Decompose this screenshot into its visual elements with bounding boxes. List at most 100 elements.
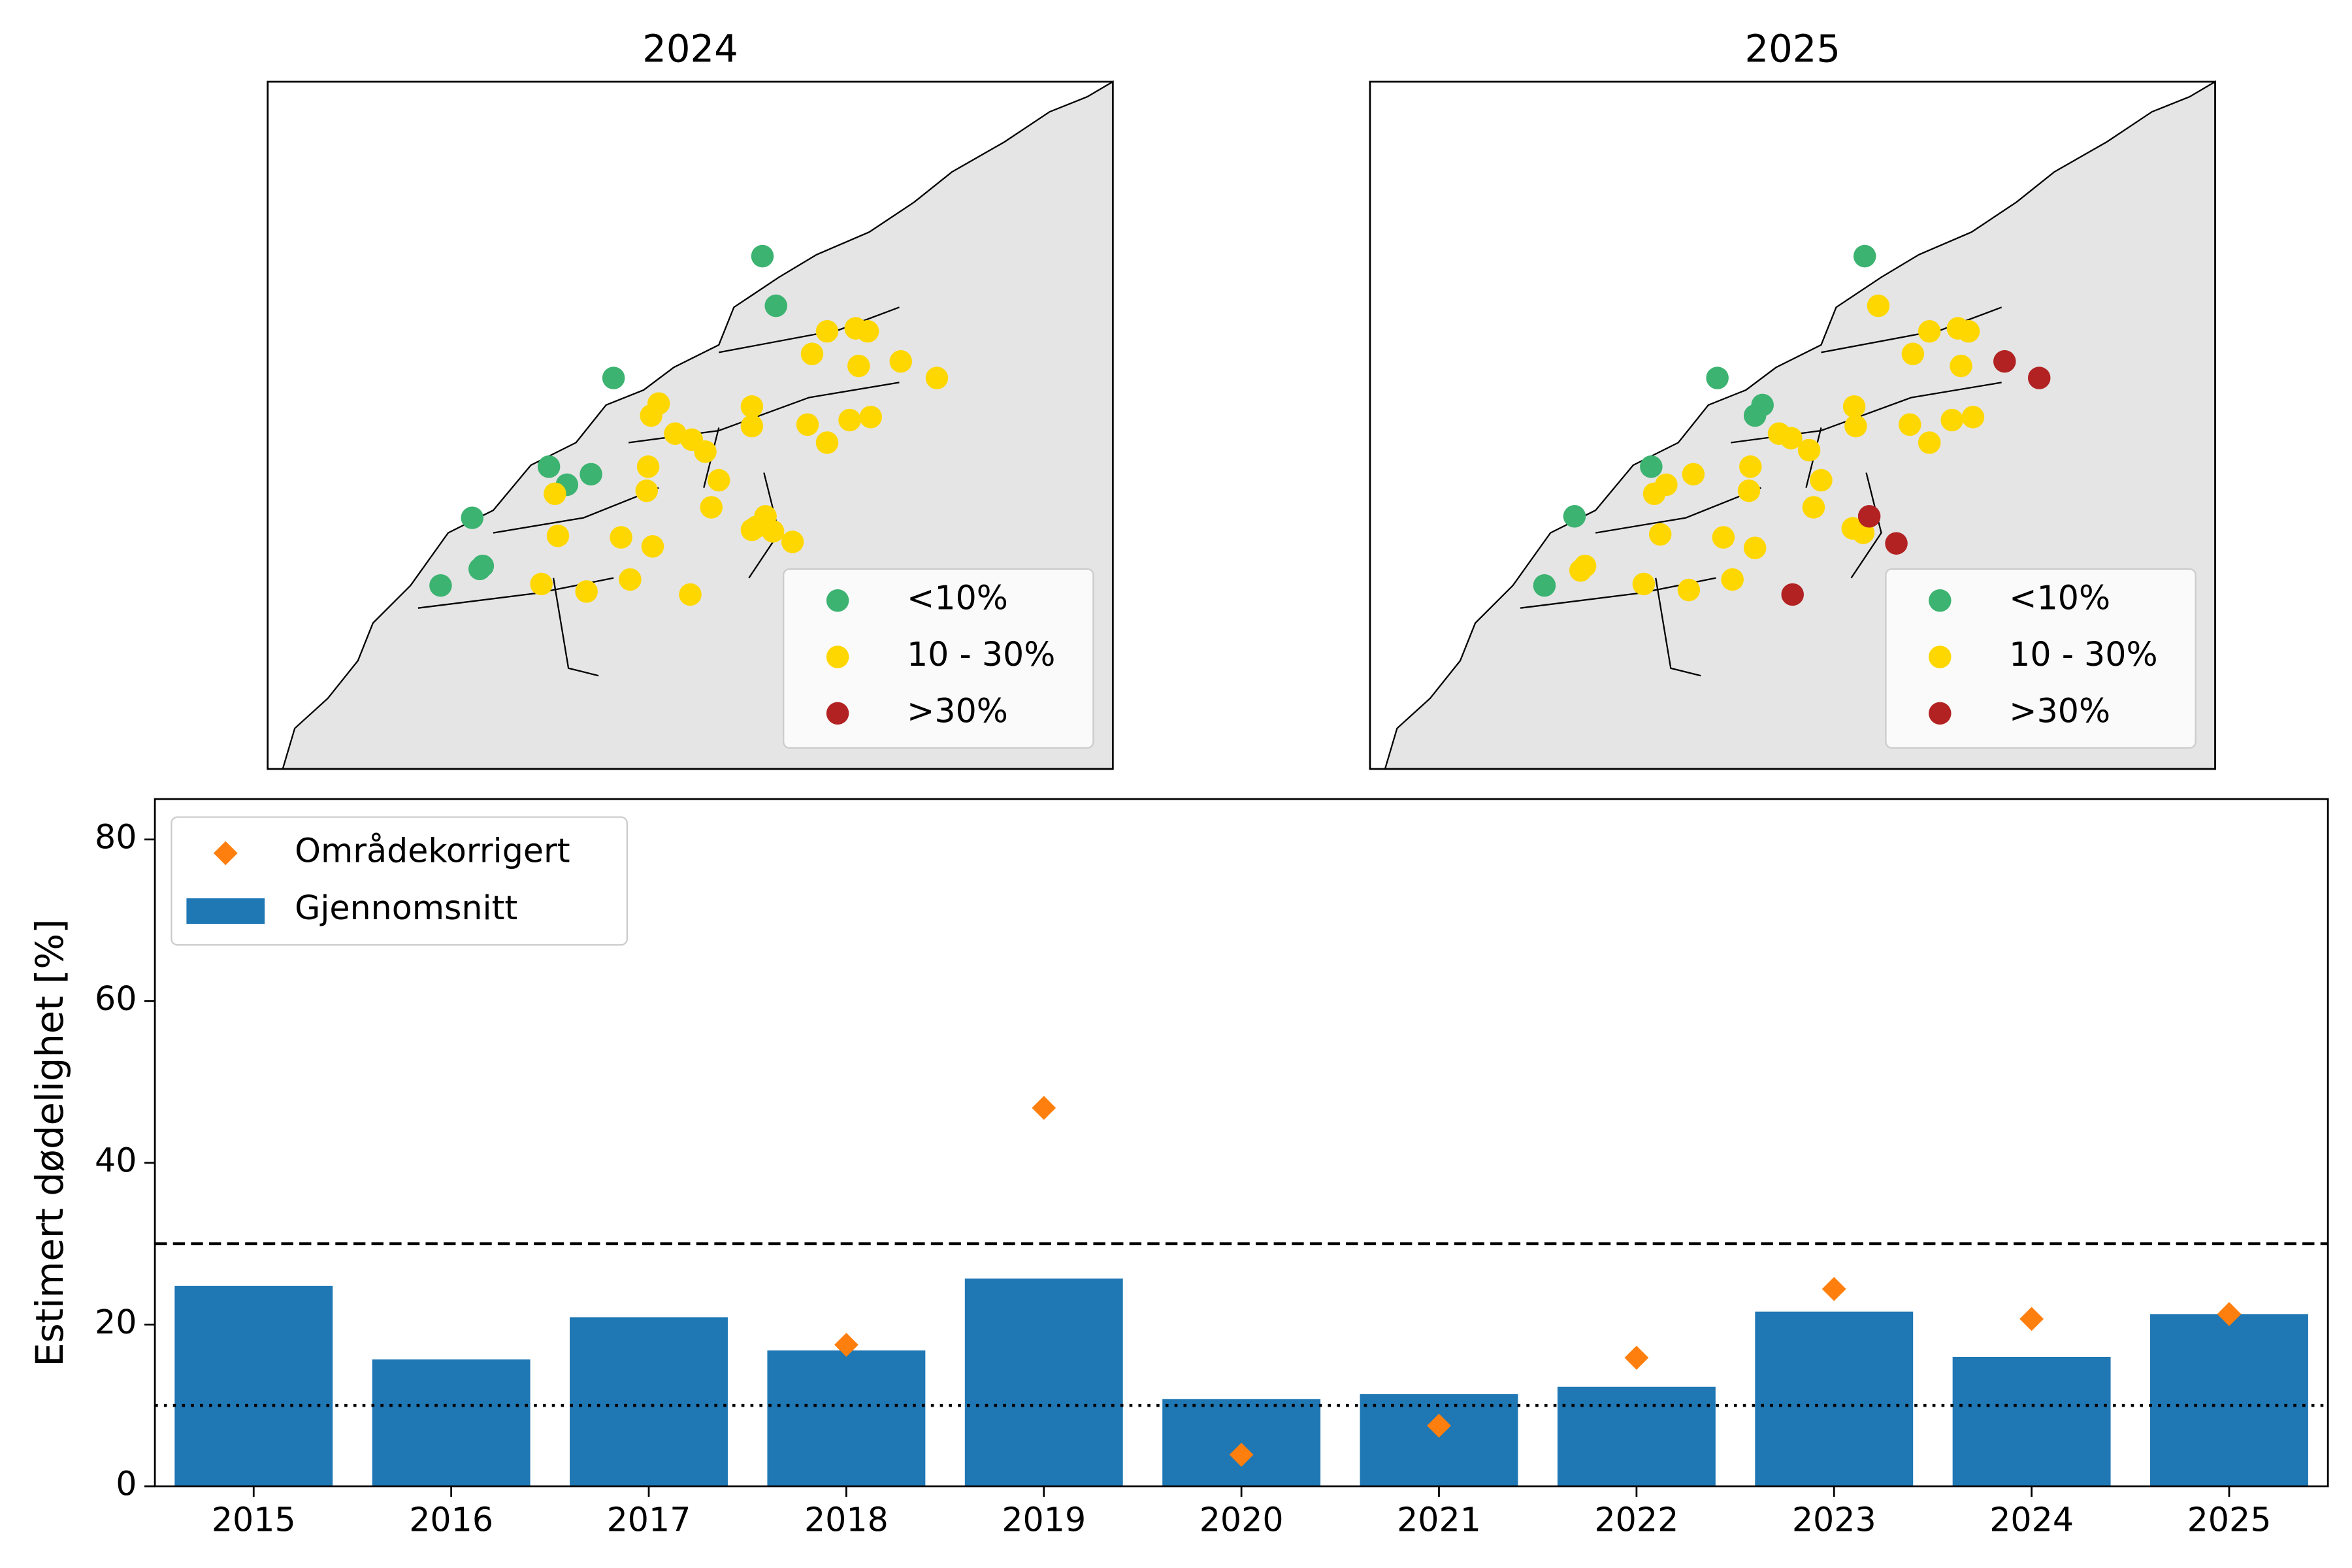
site-marker — [1885, 532, 1908, 555]
map-title: 2024 — [642, 27, 738, 71]
site-marker — [1743, 536, 1767, 559]
bar — [372, 1359, 531, 1486]
site-marker — [1918, 319, 1941, 343]
site-marker — [1533, 574, 1556, 597]
bar-panel: 0 20 40 60 80 Estimert dødelighet [%] 2015 2016… — [28, 798, 2329, 1539]
site-marker — [1642, 482, 1666, 506]
site-marker — [635, 479, 659, 502]
site-marker — [1632, 572, 1656, 596]
site-marker — [751, 244, 774, 268]
site-marker — [636, 455, 660, 478]
site-marker — [679, 583, 702, 606]
site-marker — [537, 455, 561, 478]
site-marker — [889, 350, 913, 373]
legend-label: Områdekorrigert — [295, 831, 570, 870]
site-marker — [796, 413, 819, 436]
map-panel: 2025 <10% 10 - 30% >30% — [1369, 27, 2216, 770]
site-marker — [1901, 342, 1925, 365]
site-marker — [1950, 354, 1972, 378]
y-tick-label: 80 — [95, 817, 137, 856]
site-marker — [740, 518, 764, 542]
site-marker — [1918, 431, 1941, 454]
site-marker — [1899, 413, 1921, 436]
marker — [2217, 1301, 2242, 1326]
legend-marker — [826, 589, 849, 612]
site-marker — [640, 404, 662, 427]
site-marker — [856, 319, 879, 343]
marker — [1032, 1096, 1056, 1120]
site-marker — [1853, 244, 1876, 268]
x-tick-label: 2015 — [212, 1501, 296, 1539]
bar — [174, 1286, 333, 1486]
legend-marker — [826, 702, 849, 725]
site-marker — [700, 496, 723, 519]
site-marker — [925, 367, 949, 389]
site-marker — [838, 408, 861, 432]
site-marker — [1640, 455, 1663, 478]
x-tick-label: 2024 — [1989, 1501, 2074, 1539]
x-tick-label: 2020 — [1200, 1501, 1284, 1539]
site-marker — [1563, 505, 1586, 528]
legend-box — [1885, 568, 2197, 749]
legend-label: >30% — [2009, 691, 2110, 730]
marker — [2019, 1307, 2044, 1331]
marker — [1427, 1413, 1451, 1438]
x-tick-label: 2018 — [804, 1501, 889, 1539]
site-marker — [1842, 395, 1866, 418]
y-tick-label: 20 — [95, 1303, 137, 1341]
site-marker — [575, 580, 598, 603]
y-axis-label: Estimert dødelighet [%] — [28, 919, 72, 1366]
site-marker — [740, 414, 764, 438]
site-marker — [1844, 414, 1867, 438]
site-marker — [740, 395, 764, 418]
bar — [570, 1317, 728, 1486]
site-marker — [815, 319, 839, 343]
site-marker — [2027, 367, 2051, 389]
plot-frame — [154, 798, 2329, 1488]
bar — [964, 1278, 1123, 1486]
site-marker — [1802, 496, 1825, 519]
site-marker — [580, 463, 602, 486]
site-marker — [1743, 404, 1767, 427]
legend-marker — [1929, 589, 1952, 612]
x-tick-label: 2023 — [1792, 1501, 1876, 1539]
legend-label: >30% — [907, 691, 1008, 730]
site-marker — [602, 367, 625, 389]
bar — [1755, 1311, 1914, 1486]
legend-marker — [1929, 702, 1952, 725]
legend-label: Gjennomsnitt — [295, 889, 517, 927]
bar — [1162, 1399, 1321, 1486]
legend-marker — [213, 841, 238, 866]
site-marker — [1857, 505, 1881, 528]
site-marker — [1797, 438, 1821, 462]
bar — [767, 1350, 926, 1486]
map-frame — [267, 80, 1114, 770]
legend-label: <10% — [2009, 579, 2110, 617]
bar — [1557, 1386, 1716, 1486]
site-marker — [468, 557, 491, 581]
site-marker — [429, 574, 452, 597]
legend-marker — [186, 898, 265, 924]
site-marker — [761, 520, 785, 543]
site-marker — [1737, 479, 1761, 502]
site-marker — [619, 568, 642, 591]
site-marker — [1810, 468, 1833, 492]
bar — [1952, 1356, 2111, 1486]
site-marker — [707, 468, 730, 492]
site-marker — [641, 535, 664, 558]
site-marker — [1780, 427, 1803, 449]
site-marker — [764, 294, 787, 318]
site-marker — [1957, 319, 1980, 343]
site-marker — [1648, 523, 1672, 546]
legend-label: 10 - 30% — [2009, 635, 2157, 674]
site-marker — [610, 526, 632, 549]
site-marker — [694, 440, 717, 463]
site-marker — [781, 531, 804, 553]
site-marker — [1706, 367, 1729, 389]
x-tick-label: 2025 — [2187, 1501, 2272, 1539]
site-marker — [800, 342, 824, 365]
site-marker — [461, 506, 484, 529]
site-marker — [546, 524, 570, 547]
x-tick-label: 2022 — [1594, 1501, 1678, 1539]
